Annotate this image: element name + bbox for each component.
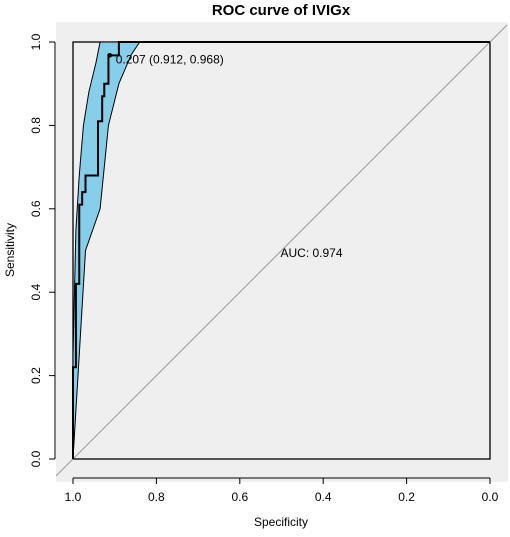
ci-band-layer — [73, 42, 141, 459]
x-tick-label: 0.0 — [482, 490, 499, 504]
x-tick-label: 0.8 — [148, 490, 165, 504]
y-tick-label: 0.0 — [29, 450, 43, 467]
x-tick-label: 1.0 — [65, 490, 82, 504]
x-axis: 1.0 0.8 0.6 0.4 0.2 0.0 — [65, 477, 499, 504]
chart-title: ROC curve of IVIGx — [212, 2, 351, 19]
y-tick-label: 1.0 — [29, 33, 43, 50]
ci-band — [73, 42, 141, 459]
roc-curve-layer — [72, 41, 490, 459]
y-tick-label: 0.4 — [29, 284, 43, 301]
x-tick-label: 0.2 — [398, 490, 415, 504]
auc-label: AUC: 0.974 — [281, 246, 343, 260]
x-tick-label: 0.6 — [231, 490, 248, 504]
x-axis-label: Specificity — [254, 515, 308, 529]
roc-curve — [72, 41, 490, 459]
diagonal-layer — [55, 24, 508, 477]
y-axis: 0.0 0.2 0.4 0.6 0.8 1.0 — [29, 33, 56, 467]
y-tick-label: 0.8 — [29, 117, 43, 134]
y-tick-label: 0.2 — [29, 367, 43, 384]
threshold-label: 0.207 (0.912, 0.968) — [116, 52, 224, 66]
y-axis-label: Sensitivity — [3, 223, 17, 277]
x-tick-label: 0.4 — [315, 490, 332, 504]
diagonal-reference-line — [55, 24, 508, 477]
y-tick-label: 0.6 — [29, 200, 43, 217]
threshold-point — [107, 52, 113, 58]
